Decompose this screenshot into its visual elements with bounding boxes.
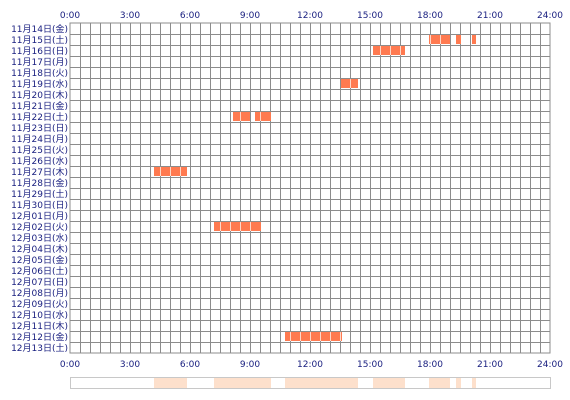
row-label: 11月14日(金): [11, 23, 68, 35]
row-labels: 11月14日(金)11月15日(土)11月16日(日)11月17日(月)11月1…: [11, 23, 68, 354]
row-label: 11月23日(日): [11, 123, 68, 134]
x-tick-bottom: 0:00: [60, 360, 80, 370]
x-tick-top: 18:00: [417, 11, 443, 21]
row-label: 11月21日(金): [11, 100, 68, 112]
summary-block: [341, 378, 358, 388]
x-tick-top: 6:00: [180, 11, 200, 21]
row-label: 12月11日(木): [11, 320, 68, 332]
row-label: 11月22日(土): [11, 111, 68, 123]
row-label: 12月07日(日): [11, 277, 68, 288]
row-label: 11月24日(月): [11, 134, 68, 145]
activity-bars: [154, 35, 476, 341]
row-label: 12月02日(火): [11, 222, 68, 233]
row-label: 12月13日(土): [11, 342, 68, 354]
row-label: 11月16日(日): [11, 46, 68, 57]
row-label: 11月15日(土): [11, 34, 68, 46]
x-tick-top: 24:00: [537, 11, 563, 21]
row-label: 11月20日(木): [11, 89, 68, 101]
row-label: 11月29日(土): [11, 188, 68, 200]
activity-bar: [214, 222, 261, 231]
row-label: 11月18日(火): [11, 68, 68, 79]
activity-bar: [341, 79, 358, 88]
x-tick-top: 9:00: [240, 11, 260, 21]
x-tick-top: 0:00: [60, 11, 80, 21]
row-label: 12月12日(金): [11, 331, 68, 343]
activity-bar: [373, 46, 405, 55]
row-label: 12月03日(水): [11, 232, 68, 244]
row-label: 11月27日(木): [11, 166, 68, 178]
x-tick-bottom: 3:00: [120, 360, 140, 370]
row-label: 11月28日(金): [11, 177, 68, 189]
row-label: 11月19日(水): [11, 78, 68, 90]
activity-bar: [233, 112, 250, 121]
x-tick-bottom: 21:00: [477, 360, 503, 370]
summary-block: [154, 378, 187, 388]
bottom-axis: 0:00 3:00 6:00 9:00 12:00 15:00 18:00 21:00 24:0…: [60, 360, 563, 370]
row-label: 11月26日(水): [11, 155, 68, 167]
x-tick-bottom: 9:00: [240, 360, 260, 370]
top-axis: 0:00 3:00 6:00 9:00 12:00 15:00 18:00 21:00 24:0…: [60, 11, 563, 21]
row-label: 12月05日(金): [11, 254, 68, 266]
summary-block: [373, 378, 405, 388]
activity-bar: [429, 35, 450, 44]
x-tick-top: 15:00: [357, 11, 383, 21]
activity-bar: [472, 35, 476, 44]
x-tick-top: 3:00: [120, 11, 140, 21]
row-label: 12月09日(火): [11, 299, 68, 310]
grid: [69, 22, 551, 354]
x-tick-bottom: 6:00: [180, 360, 200, 370]
activity-bar: [285, 332, 342, 341]
row-label: 11月17日(月): [11, 57, 68, 68]
row-label: 12月01日(月): [11, 211, 68, 222]
activity-bar: [255, 112, 271, 121]
activity-bar: [456, 35, 461, 44]
row-label: 11月25日(火): [11, 145, 68, 156]
summary-block: [429, 378, 450, 388]
x-tick-bottom: 24:00: [537, 360, 563, 370]
x-tick-top: 21:00: [477, 11, 503, 21]
summary-block: [285, 378, 342, 388]
summary-block: [472, 378, 476, 388]
row-label: 11月30日(日): [11, 200, 68, 211]
x-tick-bottom: 18:00: [417, 360, 443, 370]
row-label: 12月06日(土): [11, 265, 68, 277]
summary-strip: [70, 377, 551, 389]
row-label: 12月10日(水): [11, 309, 68, 321]
row-label: 12月04日(木): [11, 243, 68, 255]
summary-block: [214, 378, 261, 388]
x-tick-bottom: 15:00: [357, 360, 383, 370]
summary-block: [255, 378, 271, 388]
summary-block: [456, 378, 461, 388]
row-label: 12月08日(月): [11, 288, 68, 299]
x-tick-top: 12:00: [297, 11, 323, 21]
x-tick-bottom: 12:00: [297, 360, 323, 370]
